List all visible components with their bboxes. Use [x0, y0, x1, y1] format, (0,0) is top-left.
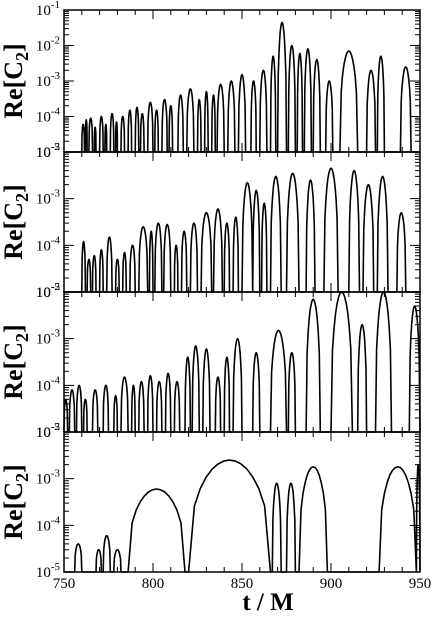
y-tick-base: 10 — [36, 565, 51, 581]
y-tick-base: 10 — [36, 518, 51, 534]
y-tick-label: 10-2 — [36, 141, 60, 161]
y-tick-label: 10-4 — [36, 234, 61, 254]
y-tick-label: 10-3 — [36, 188, 61, 208]
y-tick-label: 10-5 — [36, 141, 61, 161]
y-tick-label: 10-3 — [36, 70, 61, 90]
y-tick-base: 10 — [36, 285, 51, 301]
series-line — [64, 167, 420, 293]
x-tick-label: 900 — [320, 576, 343, 592]
y-tick-label: 10-5 — [36, 421, 61, 441]
y-tick-base: 10 — [36, 425, 51, 441]
y-label-close: ] — [0, 324, 28, 333]
x-tick-label: 800 — [142, 576, 165, 592]
y-tick-exponent: -3 — [51, 70, 61, 82]
y-tick-exponent: -2 — [51, 141, 60, 153]
x-tick-label: 850 — [231, 576, 254, 592]
x-axis-label: t / M — [242, 589, 293, 616]
y-tick-base: 10 — [36, 110, 51, 126]
y-tick-label: 10-5 — [36, 281, 61, 301]
y-tick-exponent: -5 — [51, 281, 61, 293]
x-tick-labels: 750 800 850 900 950 — [53, 576, 432, 592]
y-tick-exponent: -2 — [51, 35, 60, 47]
y-tick-label: 10-4 — [36, 514, 61, 534]
y-tick-label: 10-2 — [36, 421, 60, 441]
series-line — [64, 459, 421, 573]
y-label-close: ] — [0, 184, 28, 193]
y-tick-exponent: -5 — [51, 561, 61, 573]
x-tick-label: 750 — [53, 576, 76, 592]
panel-1: 10-510-410-310-210-1Re[C2] — [0, 0, 421, 161]
y-label-main: Re[C — [0, 482, 28, 540]
y-tick-label: 10-2 — [36, 35, 60, 55]
y-tick-exponent: -5 — [51, 421, 61, 433]
panel-2: 10-510-410-310-2Re[C2] — [0, 141, 421, 301]
y-tick-base: 10 — [36, 145, 51, 161]
y-axis-label: Re[C2] — [0, 464, 32, 539]
y-tick-exponent: -4 — [51, 106, 61, 118]
y-tick-base: 10 — [36, 285, 51, 301]
y-tick-label: 10-3 — [36, 468, 61, 488]
panel-4: 10-510-410-310-2Re[C2] — [0, 421, 421, 581]
y-tick-base: 10 — [36, 425, 51, 441]
y-label-subscript: 2 — [12, 473, 32, 482]
y-label-main: Re[C — [0, 202, 28, 260]
y-label-subscript: 2 — [12, 52, 32, 61]
y-tick-exponent: -1 — [51, 0, 60, 11]
y-tick-base: 10 — [36, 74, 51, 90]
y-tick-base: 10 — [36, 238, 51, 254]
y-label-close: ] — [0, 464, 28, 473]
y-tick-label: 10-1 — [36, 0, 60, 19]
y-tick-base: 10 — [36, 39, 51, 55]
y-axis-label: Re[C2] — [0, 184, 32, 259]
y-label-close: ] — [0, 43, 28, 52]
axis-ticks — [63, 431, 421, 573]
y-tick-exponent: -3 — [51, 328, 61, 340]
y-label-main: Re[C — [0, 342, 28, 400]
y-tick-label: 10-2 — [36, 281, 60, 301]
y-tick-base: 10 — [36, 192, 51, 208]
y-tick-label: 10-4 — [36, 374, 61, 394]
y-tick-exponent: -3 — [51, 188, 61, 200]
y-tick-base: 10 — [36, 3, 51, 19]
y-tick-exponent: -3 — [51, 468, 61, 480]
y-tick-label: 10-3 — [36, 328, 61, 348]
plot-frame — [63, 431, 421, 573]
y-label-subscript: 2 — [12, 193, 32, 202]
y-tick-exponent: -2 — [51, 281, 60, 293]
y-tick-label: 10-4 — [36, 106, 61, 126]
panels: 10-510-410-310-210-1Re[C2]10-510-410-310… — [0, 0, 421, 581]
y-tick-exponent: -4 — [51, 374, 61, 386]
x-tick-label: 950 — [409, 576, 432, 592]
y-tick-base: 10 — [36, 145, 51, 161]
y-axis-label: Re[C2] — [0, 324, 32, 399]
y-tick-base: 10 — [36, 472, 51, 488]
y-label-main: Re[C — [0, 61, 28, 119]
panel-3: 10-510-410-310-2Re[C2] — [0, 281, 421, 441]
y-axis-label: Re[C2] — [0, 43, 32, 118]
series-line — [63, 291, 421, 433]
y-tick-base: 10 — [36, 332, 51, 348]
series-line — [64, 21, 420, 153]
y-tick-exponent: -4 — [51, 514, 61, 526]
y-tick-exponent: -4 — [51, 234, 61, 246]
y-tick-exponent: -5 — [51, 141, 61, 153]
y-tick-exponent: -2 — [51, 421, 60, 433]
y-tick-base: 10 — [36, 378, 51, 394]
y-tick-label: 10-5 — [36, 561, 61, 581]
y-label-subscript: 2 — [12, 333, 32, 342]
